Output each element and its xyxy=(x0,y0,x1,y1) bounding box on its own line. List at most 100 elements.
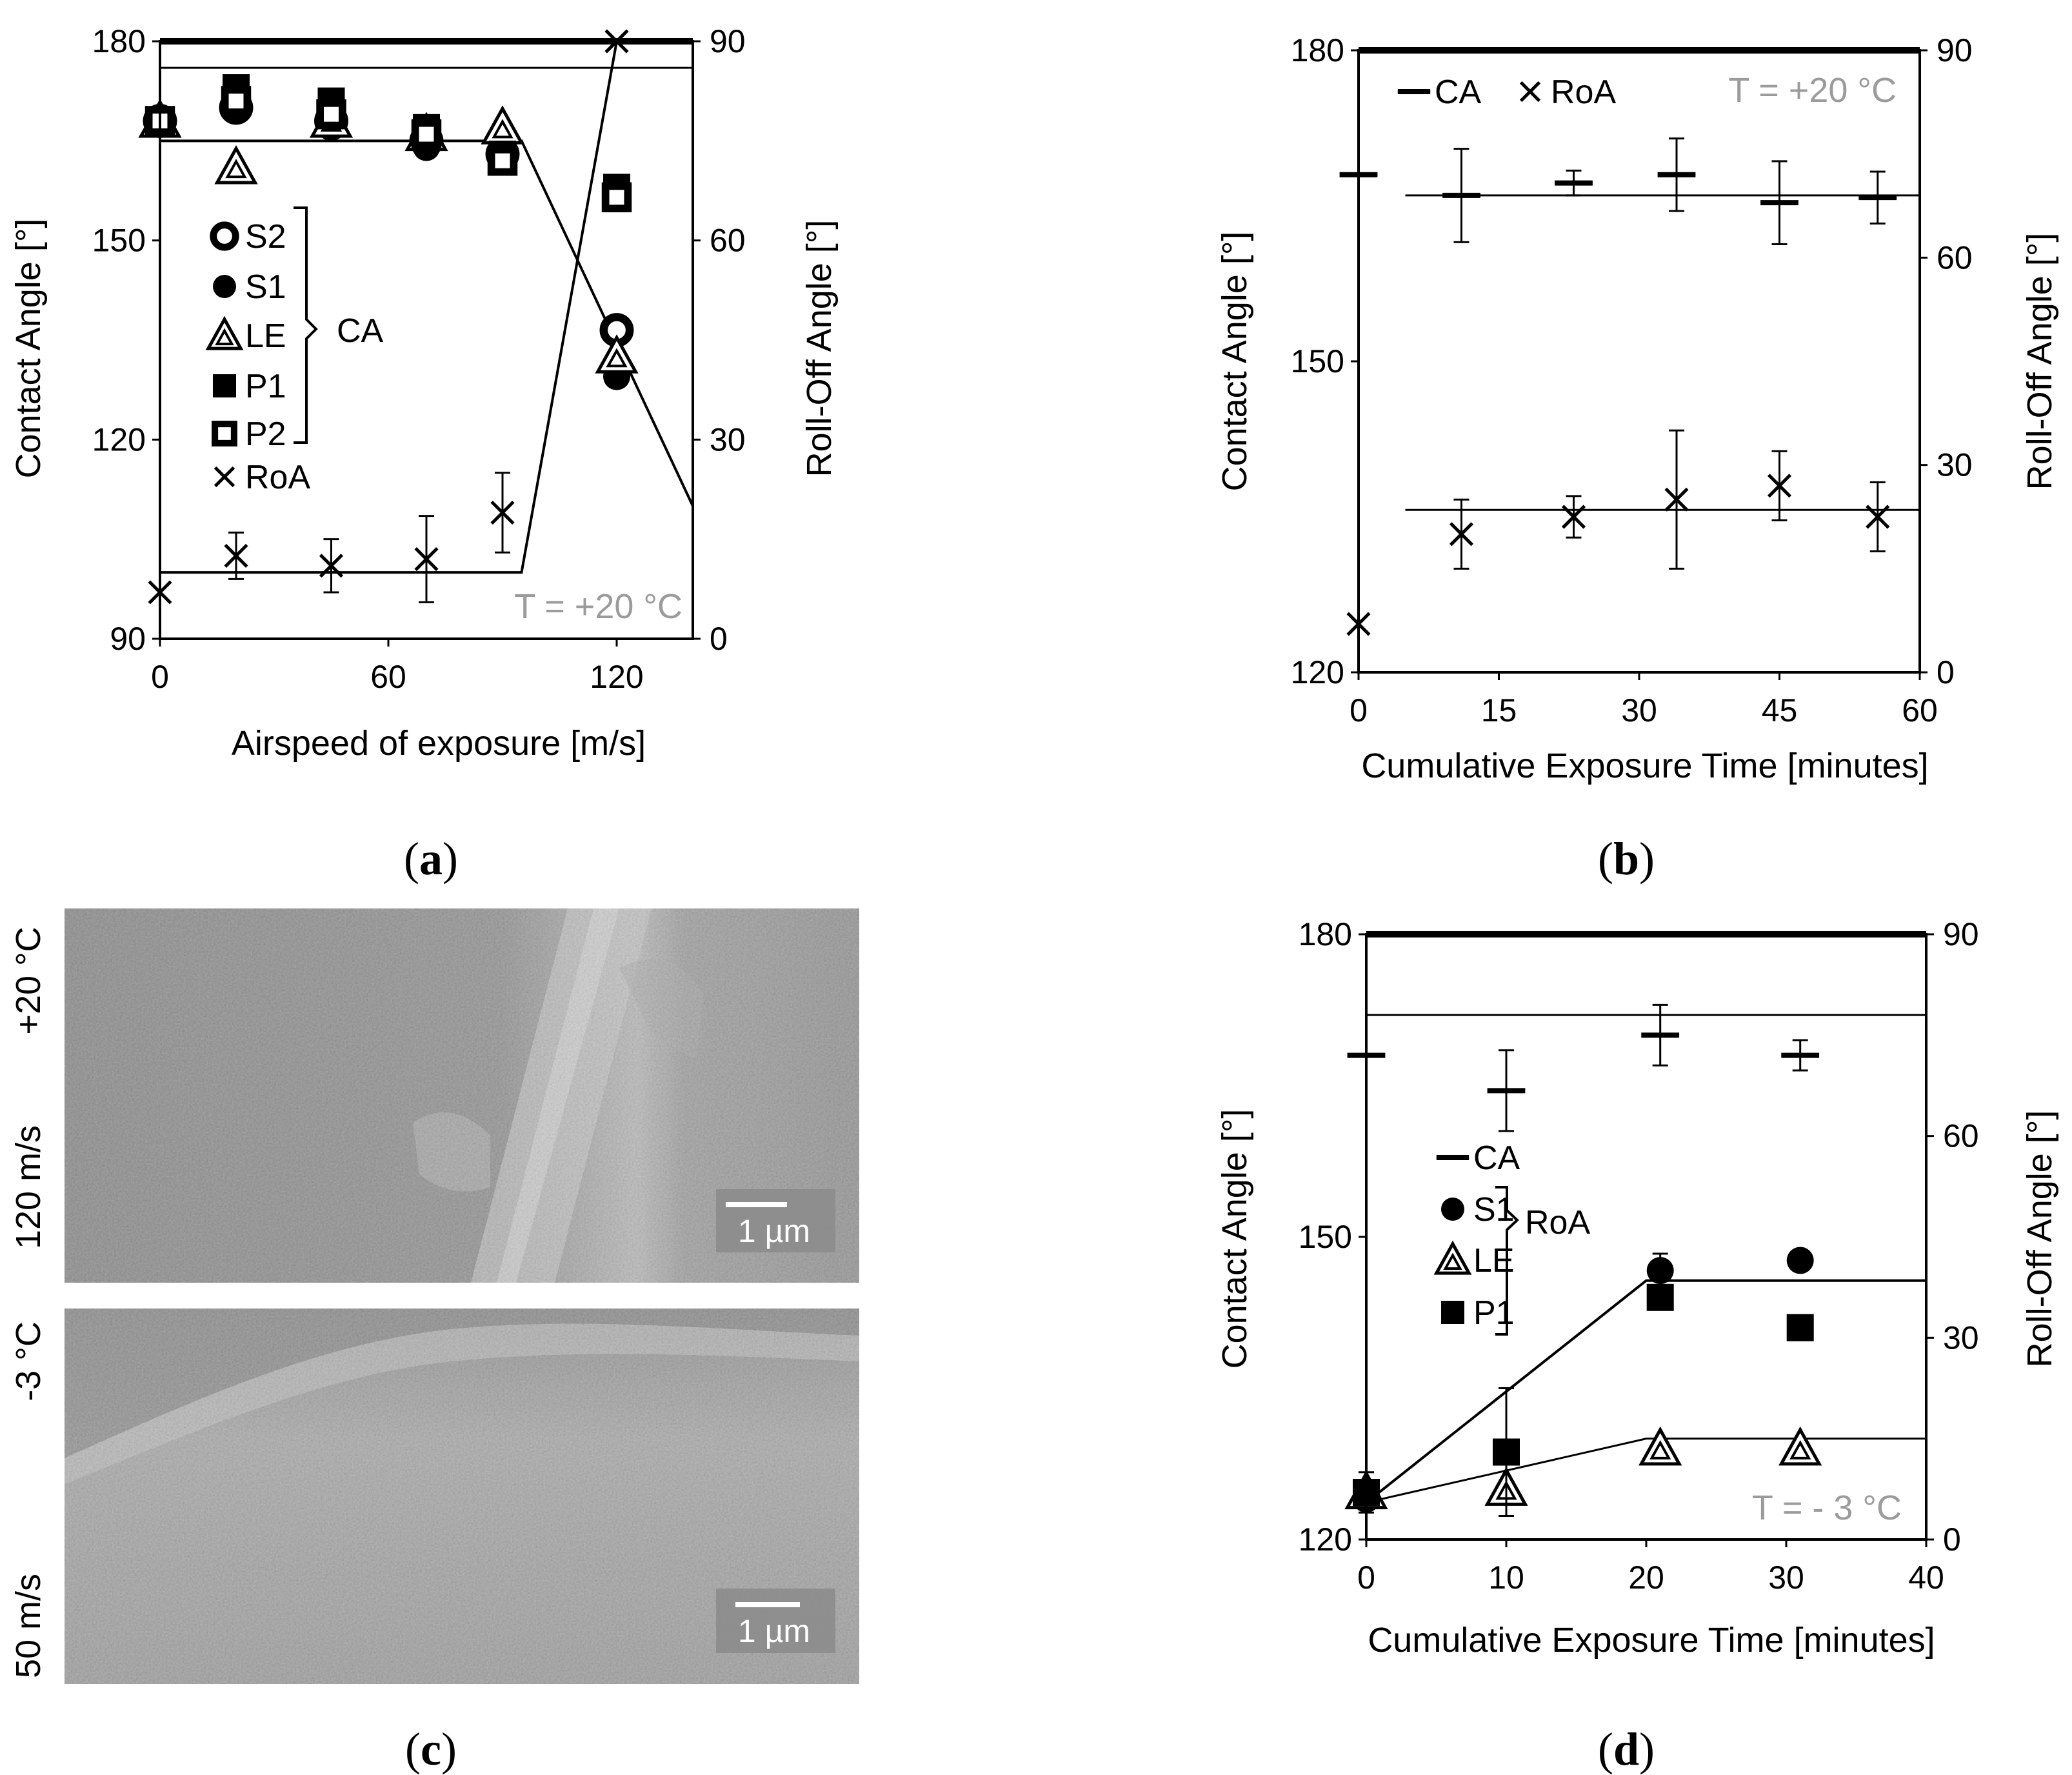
legend-marker-le-outer xyxy=(205,316,244,350)
fit-line-3 xyxy=(1366,1438,1926,1504)
data-point xyxy=(1767,474,1792,498)
y-axis-label: Contact Angle [°] xyxy=(1215,1109,1254,1369)
legend-label-p1: P1 xyxy=(1473,1294,1515,1332)
data-point xyxy=(316,99,346,130)
legend: CA RoA xyxy=(1397,74,1616,111)
legend-group-label: CA xyxy=(337,312,384,350)
x-tick-label: 15 xyxy=(1481,692,1517,728)
legend-label-s1: S1 xyxy=(245,268,286,306)
data-point xyxy=(1778,1426,1822,1466)
legend-marker-le-inner xyxy=(1443,1252,1462,1270)
x-tick-label: 45 xyxy=(1762,692,1798,728)
data-point xyxy=(1786,1247,1814,1274)
series-p1 xyxy=(1353,1283,1814,1518)
data-point xyxy=(1493,1438,1520,1466)
x-tick-label: 0 xyxy=(151,659,169,695)
x-axis-label: Airspeed of exposure [m/s] xyxy=(232,724,646,763)
y-tick-label: 120 xyxy=(92,421,146,457)
sem-top-temp-label: +20 °C xyxy=(9,927,48,1034)
temperature-label: T = - 3 °C xyxy=(1752,1489,1902,1527)
data-point xyxy=(481,105,524,145)
legend-marker-s1 xyxy=(213,275,236,298)
y-tick-label: 120 xyxy=(1291,654,1344,690)
panel-letter: d xyxy=(1613,1723,1639,1775)
data-point-inner xyxy=(606,348,628,368)
data-point xyxy=(1646,1257,1674,1285)
series-ca xyxy=(1339,137,1897,245)
y2-tick-label: 30 xyxy=(710,421,746,457)
data-point xyxy=(1664,487,1689,512)
legend-brace xyxy=(1495,1186,1519,1336)
legend-marker-p1 xyxy=(213,374,236,397)
y-tick-label: 150 xyxy=(1291,343,1344,379)
y2-tick-label: 90 xyxy=(1943,916,1979,952)
scale-label: 1 µm xyxy=(738,1213,810,1249)
legend-label-roa: RoA xyxy=(245,459,310,496)
data-point xyxy=(411,119,442,150)
y-axis-label: Contact Angle [°] xyxy=(1215,232,1254,492)
data-point xyxy=(601,182,632,213)
panel-label-c: (c) xyxy=(405,1723,457,1775)
y2-axis-label: Roll-Off Angle [°] xyxy=(2020,1110,2059,1368)
panel-label-d: (d) xyxy=(1598,1723,1655,1775)
legend-label-ca: CA xyxy=(1435,74,1482,111)
data-point xyxy=(1449,522,1474,547)
legend-label-ca: CA xyxy=(1473,1139,1520,1177)
scale-label: 1 µm xyxy=(738,1613,810,1649)
legend: RoA CA S1 LE P1 xyxy=(1433,1139,1590,1336)
data-point-outer xyxy=(1639,1426,1682,1466)
legend-label-roa: RoA xyxy=(1551,74,1616,111)
data-point xyxy=(214,145,258,185)
data-point-outer xyxy=(214,145,258,185)
y2-tick-label: 0 xyxy=(710,621,728,657)
chart-d: 0 10 20 30 40 120 150 180 0 30 60 90 RoA CA S1 LE P1 T… xyxy=(1215,916,2059,1660)
sem-panel: 1 µm 1 µm 120 m/s +20 °C 50 m/s -3 °C xyxy=(9,908,859,1684)
legend-marker-le xyxy=(1433,1240,1472,1275)
legend-group-label: RoA xyxy=(1525,1204,1590,1241)
chart-a: 0 60 120 90 120 150 180 0 30 60 90 CA S2 S1 LE P1 P2 Ro… xyxy=(9,23,839,763)
y2-tick-label: 0 xyxy=(1937,654,1955,690)
series-ca xyxy=(1347,1003,1820,1132)
legend-marker-le-outer xyxy=(1433,1240,1472,1275)
legend-marker-roa xyxy=(1519,81,1541,103)
data-point xyxy=(1866,505,1890,529)
y2-axis-label: Roll-Off Angle [°] xyxy=(2020,233,2059,490)
data-point-inner xyxy=(225,159,247,179)
scale-bar-box xyxy=(716,1189,835,1252)
x-tick-label: 40 xyxy=(1908,1559,1944,1596)
legend-brace xyxy=(294,206,318,444)
chart-b: 0 15 30 45 60 120 150 180 0 30 60 90 CA RoA T = +20 … xyxy=(1215,32,2059,785)
data-point xyxy=(1561,505,1586,529)
y-tick-label: 150 xyxy=(92,223,146,259)
x-tick-label: 20 xyxy=(1628,1559,1664,1596)
legend-marker-p1 xyxy=(1441,1301,1464,1324)
data-point xyxy=(224,543,248,568)
y2-tick-label: 90 xyxy=(1937,32,1973,68)
series-le xyxy=(1344,1426,1822,1518)
y2-tick-label: 0 xyxy=(1943,1521,1961,1558)
legend-label-s1: S1 xyxy=(1473,1191,1515,1228)
panel-letter: b xyxy=(1613,833,1639,885)
x-tick-label: 30 xyxy=(1768,1559,1804,1596)
temperature-label: T = +20 °C xyxy=(1728,71,1897,110)
sem-bottom-speed-label: 50 m/s xyxy=(9,1574,48,1678)
y-tick-label: 180 xyxy=(1291,32,1344,68)
data-point xyxy=(595,334,639,374)
panel-label-b: (b) xyxy=(1598,833,1655,885)
legend-label-p1: P1 xyxy=(245,368,286,405)
x-tick-label: 60 xyxy=(370,659,406,695)
data-point xyxy=(487,145,518,176)
x-tick-label: 0 xyxy=(1350,692,1368,728)
y-tick-label: 150 xyxy=(1299,1219,1352,1255)
x-tick-label: 60 xyxy=(1902,692,1938,728)
series-s1 xyxy=(1353,1247,1814,1513)
plot-frame xyxy=(1365,933,1928,1541)
sem-bottom-temp-label: -3 °C xyxy=(9,1321,48,1401)
data-point-inner xyxy=(492,119,513,139)
panel-letter: c xyxy=(421,1723,441,1775)
legend-marker-s2 xyxy=(210,221,239,251)
plot-frame xyxy=(1357,49,1921,674)
x-tick-label: 10 xyxy=(1488,1559,1524,1596)
y2-tick-label: 30 xyxy=(1943,1319,1979,1356)
fit-line-3 xyxy=(160,41,618,574)
